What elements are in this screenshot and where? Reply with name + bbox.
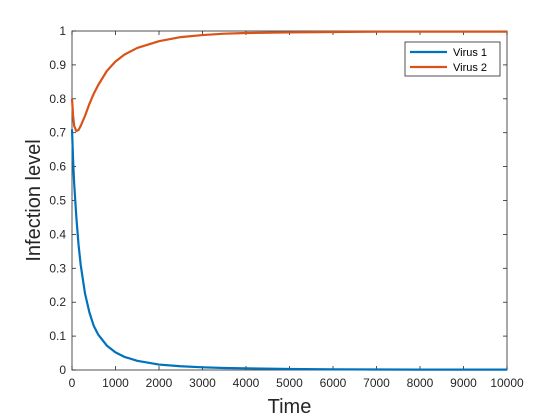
y-tick-label: 0.9	[49, 58, 66, 72]
y-tick-label: 0.1	[49, 329, 66, 343]
y-tick-label: 0.5	[49, 194, 66, 208]
x-tick-label: 5000	[276, 376, 303, 390]
x-tick-label: 3000	[189, 376, 216, 390]
x-tick-label: 7000	[363, 376, 390, 390]
x-tick-label: 2000	[146, 376, 173, 390]
legend: Virus 1 Virus 2	[404, 41, 501, 77]
x-axis-title: Time	[268, 396, 312, 418]
series-line-2	[70, 30, 507, 133]
x-tick-label: 1000	[102, 376, 129, 390]
y-tick-label: 0.8	[49, 92, 66, 106]
legend-box	[404, 41, 501, 77]
y-axis-title: Infection level	[23, 139, 45, 261]
x-tick-label: 8000	[407, 376, 434, 390]
y-tick-label: 1	[59, 24, 66, 38]
y-tick-label: 0.4	[49, 227, 66, 241]
y-tick-label: 0.3	[49, 261, 66, 275]
x-tick-label: 0	[69, 376, 76, 390]
plot-area	[71, 30, 508, 371]
series-group	[70, 30, 507, 371]
y-tick-label: 0	[59, 363, 66, 377]
y-tick-label: 0.7	[49, 126, 66, 140]
series-line-1	[70, 129, 507, 371]
x-tick-label: 4000	[233, 376, 260, 390]
y-tick-label: 0.2	[49, 295, 66, 309]
x-tick-label: 9000	[450, 376, 477, 390]
legend-label-1: Virus 1	[453, 47, 487, 59]
x-tick-label: 6000	[320, 376, 347, 390]
y-tick-label: 0.6	[49, 160, 66, 174]
axes: 0 1000 2000 3000 4000 5000 6000 7000 8000 9000 100…	[49, 24, 524, 390]
x-tick-label: 10000	[490, 376, 524, 390]
legend-label-2: Virus 2	[453, 62, 487, 74]
